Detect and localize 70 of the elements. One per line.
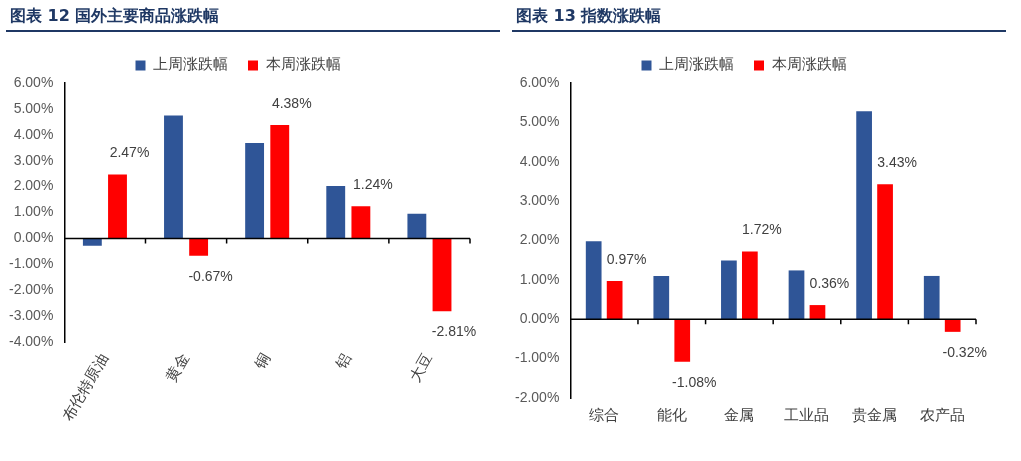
bar — [944, 319, 961, 332]
bar — [856, 111, 872, 320]
y-tick-label: -2.00% — [515, 388, 560, 405]
y-tick-label: 0.00% — [13, 229, 54, 246]
x-tick-label: 工业品 — [784, 405, 830, 424]
x-tick-label: 布伦特原油 — [58, 350, 112, 425]
bar — [809, 305, 826, 320]
bar — [351, 206, 371, 239]
x-tick-label: 铜 — [250, 350, 275, 374]
bar — [585, 241, 602, 320]
bar — [407, 213, 427, 239]
data-label: 0.97% — [606, 250, 647, 267]
y-tick-label: 6.00% — [13, 73, 54, 90]
y-tick-label: 5.00% — [13, 99, 54, 116]
y-tick-label: 3.00% — [519, 191, 560, 208]
y-tick-label: -3.00% — [9, 307, 54, 323]
data-label: 4.38% — [271, 94, 312, 111]
legend-label: 本周涨跌幅 — [265, 55, 341, 74]
data-label: -2.81% — [431, 323, 477, 340]
bar — [432, 238, 452, 312]
y-tick-label: 3.00% — [13, 151, 54, 168]
y-tick-label: -4.00% — [9, 332, 54, 349]
y-tick-label: 2.00% — [13, 177, 54, 194]
y-tick-label: 2.00% — [519, 231, 560, 248]
y-tick-label: 4.00% — [13, 125, 54, 142]
bar — [877, 184, 893, 320]
y-tick-label: 1.00% — [519, 270, 560, 287]
y-tick-label: -1.00% — [9, 255, 54, 272]
data-label: -0.32% — [942, 343, 987, 360]
x-tick-label: 农产品 — [919, 405, 965, 424]
data-label: 2.47% — [109, 144, 150, 161]
x-tick-label: 大豆 — [405, 350, 437, 386]
legend-label: 上周涨跌幅 — [153, 55, 228, 74]
bar — [721, 260, 737, 320]
bar — [326, 186, 346, 239]
bar — [164, 115, 183, 239]
chart-title: 图表 12 国外主要商品涨跌幅 — [6, 4, 500, 32]
data-label: -1.08% — [672, 373, 717, 390]
y-tick-label: 0.00% — [519, 310, 560, 327]
legend-label: 上周涨跌幅 — [659, 55, 734, 74]
bar — [82, 238, 102, 246]
y-tick-label: -1.00% — [515, 349, 560, 366]
y-tick-label: 5.00% — [519, 113, 560, 130]
bar — [674, 319, 691, 362]
data-label: 1.24% — [353, 176, 393, 193]
chart-title: 图表 13 指数涨跌幅 — [512, 4, 1006, 32]
y-tick-label: 6.00% — [519, 73, 560, 90]
data-label: 1.72% — [742, 221, 782, 238]
bar — [245, 143, 265, 239]
bar — [606, 281, 623, 320]
data-label: 3.43% — [877, 154, 917, 171]
x-tick-label: 能化 — [656, 405, 687, 424]
x-tick-label: 贵金属 — [852, 405, 898, 424]
bar — [270, 124, 290, 239]
bar — [788, 270, 805, 320]
y-tick-label: 1.00% — [13, 203, 54, 220]
legend-label: 本周涨跌幅 — [771, 55, 847, 74]
bar — [742, 251, 758, 320]
bar — [653, 275, 670, 320]
data-label: 0.36% — [809, 274, 850, 291]
data-label: -0.67% — [188, 267, 233, 284]
x-tick-label: 综合 — [589, 405, 620, 424]
x-tick-label: 金属 — [724, 405, 755, 424]
bar — [923, 275, 940, 320]
y-tick-label: 4.00% — [519, 152, 560, 169]
y-tick-label: -2.00% — [9, 281, 54, 298]
x-tick-label: 黄金 — [162, 350, 193, 386]
x-tick-label: 铝 — [331, 350, 356, 374]
bar — [108, 174, 127, 239]
bar — [189, 238, 209, 256]
